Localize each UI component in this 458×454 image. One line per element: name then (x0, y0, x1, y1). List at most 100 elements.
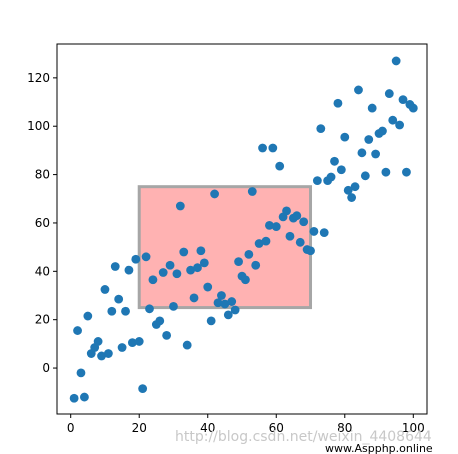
y-tick-label: 60 (35, 216, 50, 230)
highlight-rectangle (137, 185, 313, 310)
x-axis-ticks: 0 20 40 60 80 100 (67, 414, 425, 435)
data-point (364, 135, 374, 144)
axes (56, 43, 428, 415)
data-point (333, 98, 343, 108)
x-tick-label: 0 (67, 421, 75, 435)
y-tick-label: 20 (35, 313, 50, 327)
plot-frame (56, 43, 428, 415)
data-point (292, 211, 302, 221)
watermark-text: http://blog.csdn.net/weixin_4408644 (175, 429, 432, 445)
data-point (357, 148, 367, 158)
data-point (117, 343, 127, 352)
data-point (343, 185, 353, 195)
data-point (145, 304, 154, 314)
data-point (196, 246, 206, 256)
data-point (97, 351, 106, 361)
data-point (360, 171, 370, 181)
data-point (103, 349, 113, 358)
data-point (388, 115, 398, 125)
data-point (172, 269, 182, 279)
data-point (316, 124, 326, 134)
data-point (148, 275, 158, 285)
data-point (93, 337, 103, 346)
data-point (378, 126, 387, 136)
data-point (275, 161, 285, 171)
data-point (299, 217, 309, 227)
data-point (217, 291, 226, 300)
data-point (251, 260, 261, 270)
data-point (244, 249, 254, 259)
data-point (371, 149, 381, 159)
data-point (107, 306, 117, 316)
data-point (234, 257, 243, 267)
data-point (326, 172, 336, 182)
data-point (271, 222, 281, 231)
y-tick-label: 120 (27, 71, 50, 85)
data-point (141, 252, 151, 262)
data-point (114, 294, 124, 304)
data-point (354, 85, 363, 95)
data-point (83, 311, 93, 321)
data-point (391, 56, 401, 66)
data-point (124, 265, 134, 275)
data-point (285, 231, 295, 241)
data-point (223, 310, 233, 320)
x-tick-label: 80 (337, 421, 352, 435)
data-point (76, 368, 86, 378)
data-point (186, 265, 196, 275)
data-point (127, 338, 137, 348)
data-point (282, 206, 291, 216)
data-point (268, 143, 278, 153)
data-point (213, 298, 223, 308)
data-point (408, 103, 418, 113)
data-point (80, 392, 89, 402)
data-point (73, 326, 82, 335)
data-point (155, 316, 165, 326)
y-tick-label: 100 (27, 119, 50, 133)
data-point (182, 340, 192, 350)
data-point (134, 337, 144, 346)
data-point (402, 167, 411, 177)
data-point (169, 301, 178, 311)
x-tick-label: 20 (132, 421, 147, 435)
data-point (340, 132, 350, 142)
data-point (254, 239, 264, 248)
data-point (306, 246, 315, 256)
data-point (241, 275, 250, 285)
data-point (261, 236, 271, 246)
x-tick-label: 60 (269, 421, 284, 435)
site-watermark-text: www.Aspphp.online (325, 442, 433, 454)
data-point (210, 189, 219, 199)
data-point (295, 237, 305, 247)
x-tick-label: 40 (200, 421, 215, 435)
highlight-rectangle-layer (137, 185, 313, 310)
data-point (100, 285, 110, 294)
data-point (158, 268, 168, 277)
data-point (189, 293, 199, 303)
data-point (230, 305, 240, 315)
data-point (309, 227, 319, 236)
data-point (319, 228, 329, 238)
data-point (247, 187, 257, 196)
data-point (227, 297, 237, 306)
data-point (131, 254, 141, 264)
data-point (69, 393, 79, 403)
data-point (347, 193, 357, 202)
y-tick-label: 80 (35, 168, 50, 182)
data-point (199, 258, 209, 268)
data-point (175, 201, 185, 211)
scatter-points (69, 56, 418, 403)
data-point (206, 316, 216, 326)
y-tick-label: 0 (42, 361, 50, 375)
data-point (336, 165, 346, 175)
data-point (395, 120, 404, 130)
data-point (179, 247, 189, 257)
data-point (350, 182, 360, 192)
data-point (312, 176, 322, 186)
data-point (381, 167, 391, 177)
y-tick-label: 40 (35, 264, 50, 278)
data-point (193, 263, 202, 273)
data-point (165, 260, 175, 270)
data-point (258, 143, 267, 153)
